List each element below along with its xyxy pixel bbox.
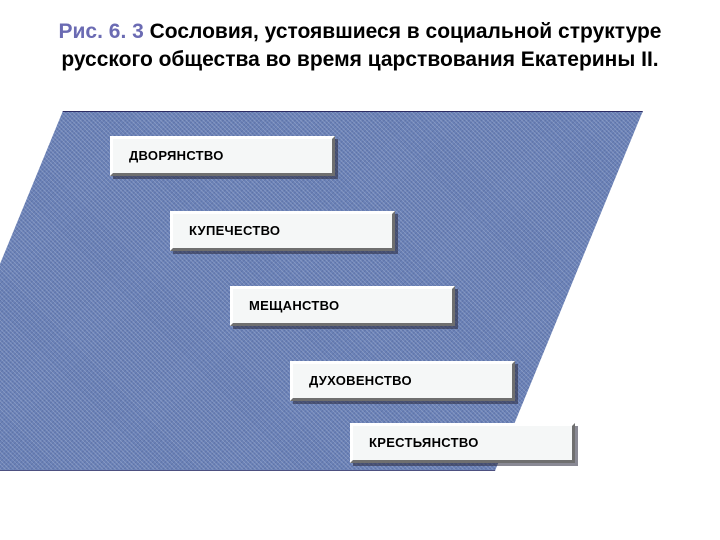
estate-box-2: МЕЩАНСТВО bbox=[230, 286, 455, 326]
estate-box-4: КРЕСТЬЯНСТВО bbox=[350, 423, 575, 463]
estate-box-3: ДУХОВЕНСТВО bbox=[290, 361, 515, 401]
figure-caption: Сословия, устоявшиеся в социальной струк… bbox=[61, 20, 661, 71]
diagram-canvas: ДВОРЯНСТВО КУПЕЧЕСТВО МЕЩАНСТВО ДУХОВЕНСТВО… bbox=[0, 81, 720, 501]
estate-box-0: ДВОРЯНСТВО bbox=[110, 136, 335, 176]
estate-box-1: КУПЕЧЕСТВО bbox=[170, 211, 395, 251]
figure-title: Рис. 6. 3 Сословия, устоявшиеся в социал… bbox=[0, 0, 720, 81]
figure-number: Рис. 6. 3 bbox=[59, 20, 144, 43]
